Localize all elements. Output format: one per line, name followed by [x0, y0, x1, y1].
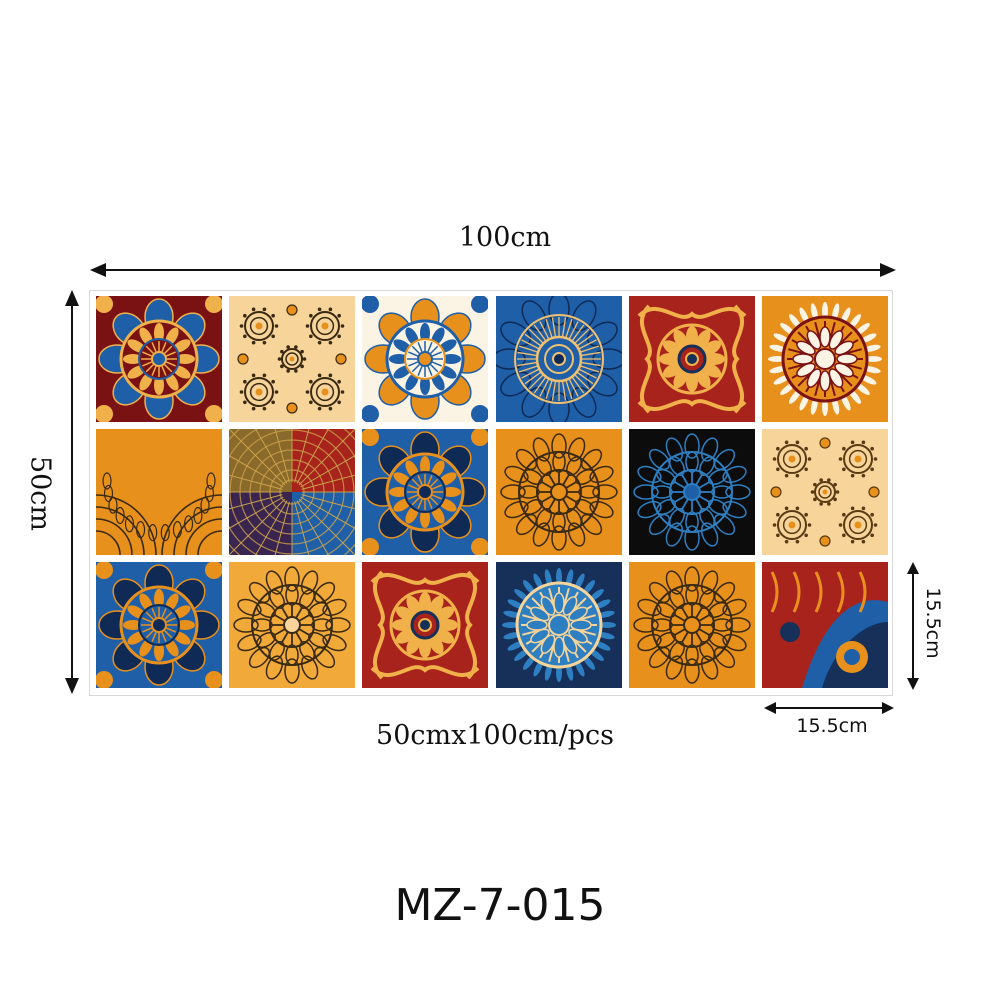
tile-sheet-panel	[89, 290, 893, 696]
tile-r3-c3	[362, 562, 488, 688]
tile-r1-c2	[229, 296, 355, 422]
tile-r2-c6	[762, 429, 888, 555]
tile-r2-c4	[496, 429, 622, 555]
tile-pattern-graphic	[762, 429, 888, 555]
tile-pattern-graphic	[229, 429, 355, 555]
tile-r3-c1	[96, 562, 222, 688]
tile-r2-c1	[96, 429, 222, 555]
tile-pattern-graphic	[229, 562, 355, 688]
tile-pattern-graphic	[629, 429, 755, 555]
width-dimension-label: 100cm	[458, 222, 552, 253]
tile-width-label: 15.5cm	[796, 715, 868, 737]
tile-pattern-graphic	[362, 562, 488, 688]
tile-r3-c2	[229, 562, 355, 688]
tile-pattern-graphic	[229, 296, 355, 422]
height-dimension-label: 50cm	[24, 455, 56, 532]
tile-r3-c5	[629, 562, 755, 688]
tile-height-arrow	[907, 562, 919, 690]
tile-r3-c6	[762, 562, 888, 688]
tile-pattern-graphic	[96, 296, 222, 422]
size-caption: 50cmx100cm/pcs	[376, 720, 614, 751]
tile-pattern-graphic	[362, 429, 488, 555]
width-dimension-arrow	[90, 263, 896, 277]
tile-width-arrow	[764, 702, 894, 714]
tile-pattern-graphic	[762, 296, 888, 422]
tile-r2-c2	[229, 429, 355, 555]
tile-pattern-graphic	[96, 562, 222, 688]
tile-r1-c1	[96, 296, 222, 422]
tile-pattern-graphic	[762, 562, 888, 688]
tile-pattern-graphic	[496, 562, 622, 688]
tile-pattern-graphic	[496, 296, 622, 422]
tile-r2-c5	[629, 429, 755, 555]
height-dimension-arrow	[65, 290, 79, 694]
model-code: MZ-7-015	[394, 880, 606, 931]
tile-r1-c5	[629, 296, 755, 422]
tile-pattern-graphic	[362, 296, 488, 422]
tile-r1-c6	[762, 296, 888, 422]
tile-pattern-graphic	[629, 562, 755, 688]
tile-pattern-graphic	[96, 429, 222, 555]
tile-pattern-graphic	[496, 429, 622, 555]
tile-r1-c3	[362, 296, 488, 422]
tile-r3-c4	[496, 562, 622, 688]
tile-r1-c4	[496, 296, 622, 422]
tile-pattern-graphic	[629, 296, 755, 422]
tile-r2-c3	[362, 429, 488, 555]
tile-height-label: 15.5cm	[922, 587, 944, 659]
